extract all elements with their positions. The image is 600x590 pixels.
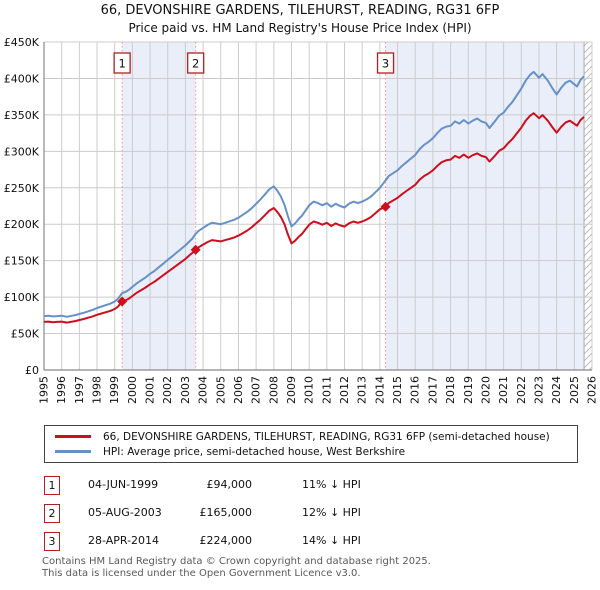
table-row: 3 28-APR-2014 £224,000 14% ↓ HPI <box>44 532 564 560</box>
x-axis-tick-label: 1999 <box>108 376 121 404</box>
y-axis-tick-label: £300K <box>4 145 40 158</box>
sale-number-badge: 2 <box>44 504 60 523</box>
table-row: 1 04-JUN-1999 £94,000 11% ↓ HPI <box>44 476 564 504</box>
x-axis-tick-label: 2021 <box>497 376 510 404</box>
x-axis-tick-label: 2019 <box>462 376 475 404</box>
x-axis-tick-label: 2006 <box>232 376 245 404</box>
price-paid-line-swatch <box>55 435 91 438</box>
x-axis-tick-label: 2022 <box>515 376 528 404</box>
page-subtitle: Price paid vs. HM Land Registry's House … <box>128 21 472 35</box>
x-axis-tick-label: 2017 <box>426 376 439 404</box>
legend-label-hpi: HPI: Average price, semi-detached house,… <box>103 445 406 458</box>
footer-line-2: This data is licensed under the Open Gov… <box>42 567 361 579</box>
x-axis-tick-label: 2012 <box>338 376 351 404</box>
sale-number-badge <box>376 52 395 74</box>
sales-table: 1 04-JUN-1999 £94,000 11% ↓ HPI 2 05-AUG… <box>44 476 564 560</box>
legend-item-hpi: HPI: Average price, semi-detached house,… <box>55 446 567 458</box>
x-axis-tick-label: 1998 <box>91 376 104 404</box>
hpi-line-swatch <box>55 450 91 453</box>
x-axis-tick-label: 1997 <box>73 376 86 404</box>
x-axis-tick-label: 2005 <box>214 376 227 404</box>
ownership-period-band <box>385 42 585 370</box>
sale-number-badge: 3 <box>44 532 60 551</box>
x-axis-tick-label: 2023 <box>532 376 545 404</box>
sale-number-badge <box>113 52 131 74</box>
x-axis-tick-label: 2018 <box>444 376 457 404</box>
x-axis-tick-label: 2015 <box>391 376 404 404</box>
x-axis-tick-label: 1995 <box>38 376 51 404</box>
x-axis-tick-label: 2026 <box>586 376 599 404</box>
x-axis-tick-label: 2020 <box>479 376 492 404</box>
x-axis-tick-label: 2004 <box>197 376 210 404</box>
x-axis-tick-label: 2001 <box>144 376 157 404</box>
sale-vs-hpi: 14% ↓ HPI <box>302 534 361 547</box>
x-axis-tick-label: 2016 <box>409 376 422 404</box>
x-axis-tick-label: 2009 <box>285 376 298 404</box>
price-chart: £0 £50K £100K £150K £200K £250K £300K £350K £400… <box>4 36 599 404</box>
hpi-line <box>43 70 585 318</box>
sale-vs-hpi: 11% ↓ HPI <box>302 478 361 491</box>
sale-number-badge: 1 <box>44 476 60 495</box>
sale-point-marker <box>380 201 391 212</box>
x-axis-tick-label: 2002 <box>161 376 174 404</box>
x-axis-tick-label: 2024 <box>550 376 563 404</box>
y-axis-tick-label: £450K <box>4 36 40 49</box>
ownership-period-band <box>122 42 196 370</box>
x-axis-tick-label: 2008 <box>267 376 280 404</box>
x-axis-tick-label: 2010 <box>303 376 316 404</box>
x-axis-tick-label: 2007 <box>250 376 263 404</box>
price-paid-line <box>43 112 585 324</box>
sale-date: 04-JUN-1999 <box>88 478 159 491</box>
sale-price: £94,000 <box>206 478 253 491</box>
y-axis-tick-label: £350K <box>4 109 40 122</box>
y-axis-tick-label: £200K <box>4 218 40 231</box>
table-row: 2 05-AUG-2003 £165,000 12% ↓ HPI <box>44 504 564 532</box>
x-axis-tick-label: 2025 <box>568 376 581 404</box>
license-footer: Contains HM Land Registry data © Crown c… <box>42 556 431 579</box>
legend-label-price-paid: 66, DEVONSHIRE GARDENS, TILEHURST, READI… <box>103 430 550 443</box>
x-axis-tick-label: 1996 <box>55 376 68 404</box>
y-axis-tick-label: £150K <box>4 255 40 268</box>
sale-number-badge-label: 3 <box>382 57 389 71</box>
sale-date: 28-APR-2014 <box>88 534 160 547</box>
x-axis-tick-label: 2014 <box>373 376 386 404</box>
chart-legend: 66, DEVONSHIRE GARDENS, TILEHURST, READI… <box>44 425 578 463</box>
future-hatch-region <box>584 42 592 370</box>
y-axis-tick-label: £250K <box>4 182 40 195</box>
sale-point-marker <box>117 296 128 307</box>
page-title: 66, DEVONSHIRE GARDENS, TILEHURST, READI… <box>100 3 500 18</box>
sale-vs-hpi: 12% ↓ HPI <box>302 506 361 519</box>
sale-price: £224,000 <box>199 534 253 547</box>
sale-number-badge-label: 1 <box>118 57 125 71</box>
x-axis-tick-label: 2003 <box>179 376 192 404</box>
x-axis-tick-label: 2011 <box>320 376 333 404</box>
y-axis-tick-label: £400K <box>4 72 40 85</box>
sale-point-marker <box>190 244 201 255</box>
y-axis-tick-label: £100K <box>4 291 40 304</box>
y-axis-tick-label: £0 <box>25 364 39 377</box>
legend-item-price-paid: 66, DEVONSHIRE GARDENS, TILEHURST, READI… <box>55 431 567 443</box>
x-axis-tick-label: 2000 <box>126 376 139 404</box>
y-axis-tick-label: £50K <box>11 328 40 341</box>
sale-number-badge-label: 2 <box>192 57 199 71</box>
x-axis-tick-label: 2013 <box>356 376 369 404</box>
footer-line-1: Contains HM Land Registry data © Crown c… <box>42 556 431 567</box>
sale-date: 05-AUG-2003 <box>88 506 162 519</box>
sale-number-badge <box>187 52 205 74</box>
sale-price: £165,000 <box>199 506 253 519</box>
